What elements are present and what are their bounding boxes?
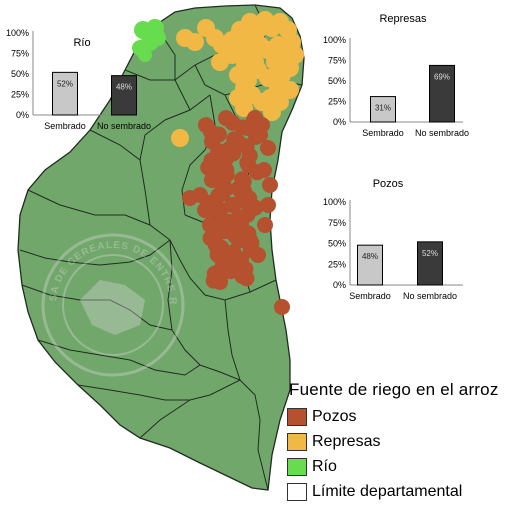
- y-tick-label: 75%: [328, 218, 346, 228]
- chart-rio: Río 0% 25% 50% 75% 100% 52% Sembrado 48% No sembr…: [0, 28, 160, 138]
- represas-marker: [269, 36, 287, 54]
- pozos-marker: [242, 232, 258, 248]
- pozos-marker: [260, 197, 276, 213]
- represas-marker: [186, 33, 204, 51]
- y-tick-label: 75%: [11, 49, 29, 59]
- category-label: No sembrado: [415, 128, 469, 138]
- chart-title: Represas: [379, 13, 427, 25]
- pozos-marker: [240, 120, 256, 136]
- represas-marker: [211, 53, 229, 71]
- pozos-marker: [260, 140, 276, 156]
- pozos-marker: [256, 162, 272, 178]
- pozos-marker: [217, 182, 233, 198]
- y-tick-label: 50%: [328, 239, 346, 249]
- pozos-marker: [202, 217, 218, 233]
- y-tick-label: 100%: [6, 28, 29, 38]
- bar-value-label: 52%: [422, 249, 438, 258]
- bar: [357, 244, 383, 286]
- represas-marker: [281, 81, 299, 99]
- rio-marker: [150, 30, 166, 46]
- legend-label-represas: Represas: [312, 432, 381, 450]
- y-tick-label: 50%: [11, 69, 29, 79]
- bar: [417, 241, 443, 286]
- represas-marker: [171, 129, 189, 147]
- represas-marker: [277, 49, 295, 67]
- bar-value-label: 31%: [375, 104, 391, 113]
- represas-points: [171, 11, 304, 147]
- legend-swatch-pozos: [287, 407, 307, 426]
- pozos-marker: [212, 157, 228, 173]
- legend-label-pozos: Pozos: [312, 407, 357, 425]
- bar-chart-svg: Represas 0% 25% 50% 75% 100% 31% Sembrado 69% No …: [323, 13, 469, 138]
- legend-item-represas: Represas: [287, 429, 511, 454]
- y-tick-label: 0%: [333, 117, 346, 127]
- pozos-marker: [262, 177, 278, 193]
- pozos-marker: [197, 202, 213, 218]
- legend-label-rio: Río: [312, 457, 337, 475]
- rio-points: [132, 19, 166, 62]
- legend-swatch-represas: [287, 432, 307, 451]
- category-label: Sembrado: [44, 121, 86, 131]
- category-label: Sembrado: [362, 128, 404, 138]
- represas-marker: [235, 99, 253, 117]
- legend-label-limite: Límite departamental: [312, 482, 463, 500]
- legend-swatch-rio: [287, 457, 307, 476]
- chart-title: Pozos: [373, 178, 404, 190]
- legend-item-rio: Río: [287, 454, 511, 479]
- bar: [52, 71, 78, 116]
- legend-title: Fuente de riego en el arroz: [289, 380, 499, 399]
- pozos-marker: [212, 274, 228, 290]
- y-tick-label: 100%: [323, 35, 346, 45]
- pozos-points: [182, 110, 290, 315]
- y-tick-label: 25%: [328, 259, 346, 269]
- pozos-marker: [182, 190, 198, 206]
- represas-marker: [246, 53, 264, 71]
- bar-value-label: 48%: [116, 83, 132, 92]
- bar-chart-svg: Pozos 0% 25% 50% 75% 100% 48% Sembrado 52% No sem…: [323, 178, 463, 301]
- legend-item-limite: Límite departamental: [287, 479, 511, 504]
- pozos-marker: [250, 247, 266, 263]
- pozos-marker: [207, 232, 223, 248]
- y-tick-label: 25%: [11, 90, 29, 100]
- bar-chart-svg: Río 0% 25% 50% 75% 100% 52% Sembrado 48% No sembr…: [6, 28, 151, 131]
- y-tick-label: 50%: [328, 76, 346, 86]
- represas-marker: [234, 41, 252, 59]
- bar: [370, 96, 396, 123]
- pozos-marker: [232, 212, 248, 228]
- y-tick-label: 100%: [323, 197, 346, 207]
- bar-value-label: 52%: [57, 79, 73, 88]
- bar-value-label: 48%: [362, 252, 378, 261]
- chart-title: Río: [73, 37, 90, 49]
- pozos-marker: [214, 260, 230, 276]
- bar-value-label: 69%: [434, 72, 450, 81]
- rio-marker: [138, 48, 152, 62]
- bar: [111, 75, 137, 116]
- y-tick-label: 0%: [333, 280, 346, 290]
- y-tick-label: 75%: [328, 56, 346, 66]
- pozos-marker: [204, 172, 220, 188]
- chart-pozos: Pozos 0% 25% 50% 75% 100% 48% Sembrado 52% No sem…: [318, 175, 493, 305]
- category-label: Sembrado: [349, 291, 391, 301]
- y-tick-label: 25%: [328, 97, 346, 107]
- pozos-marker: [224, 197, 240, 213]
- legend-swatch-limite: [287, 482, 307, 501]
- category-label: No sembrado: [97, 121, 151, 131]
- category-label: No sembrado: [403, 291, 457, 301]
- legend-item-pozos: Pozos: [287, 404, 511, 429]
- legend: Fuente de riego en el arroz Pozos Repres…: [287, 380, 511, 504]
- chart-represas: Represas 0% 25% 50% 75% 100% 31% Sembrado 69% No …: [318, 10, 493, 140]
- pozos-marker: [238, 270, 255, 287]
- pozos-marker: [210, 247, 226, 263]
- pozos-marker: [257, 217, 273, 233]
- pozos-marker: [230, 134, 246, 150]
- pozos-marker: [274, 299, 290, 315]
- y-tick-label: 0%: [16, 110, 29, 120]
- bar: [429, 64, 455, 123]
- represas-marker: [271, 93, 289, 111]
